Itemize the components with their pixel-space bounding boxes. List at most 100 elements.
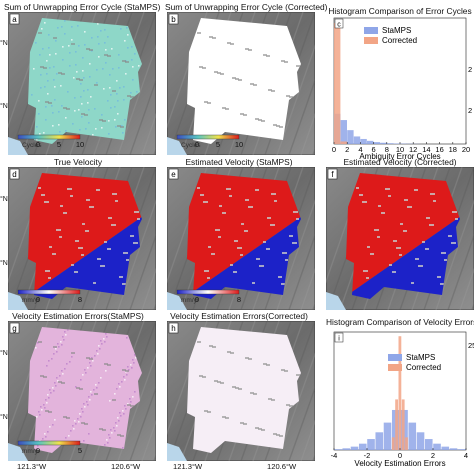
y-tick-label: 25 — [468, 341, 474, 350]
panel-label-b: b — [169, 14, 178, 24]
legend-swatch-corrected — [388, 364, 402, 371]
bar-stamps — [380, 143, 386, 144]
lon-label: 121.3°W — [17, 462, 46, 471]
legend-entry-corrected: Corrected — [406, 363, 441, 372]
svg-text:Cycles: Cycles — [22, 142, 42, 149]
panel-d-title: True Velocity — [4, 157, 152, 167]
legend-swatch-stamps — [364, 27, 378, 34]
panel-label-h: h — [169, 323, 178, 333]
x-tick-label: 0 — [332, 145, 336, 154]
bar-stamps — [417, 432, 425, 450]
bar-corrected — [395, 399, 398, 450]
svg-text:8: 8 — [237, 295, 241, 304]
bar-corrected — [405, 437, 408, 450]
svg-text:c: c — [337, 22, 341, 29]
bar-stamps — [351, 447, 359, 450]
bar-stamps — [458, 449, 466, 450]
bar-stamps — [341, 120, 347, 144]
bar-stamps — [342, 448, 350, 450]
svg-text:Cycles: Cycles — [181, 142, 201, 149]
svg-text:5: 5 — [57, 140, 61, 149]
panel-a-title: Sum of Unwrapping Error Cycle (StaMPS) — [4, 2, 152, 12]
bar-stamps — [387, 143, 393, 144]
bar-stamps — [360, 139, 366, 144]
svg-text:10: 10 — [235, 140, 243, 149]
lon-label: 120.6°W — [111, 462, 140, 471]
legend-entry-stamps: StaMPS — [382, 26, 411, 35]
lat-label-lower: °N — [0, 414, 8, 421]
svg-text:mm/yr: mm/yr — [181, 297, 200, 304]
legend-swatch-corrected — [364, 37, 378, 44]
x-tick-label: 4 — [464, 451, 468, 460]
map-panel-h: h — [167, 321, 315, 461]
panel-label-g: g — [10, 323, 19, 333]
svg-text:8: 8 — [78, 295, 82, 304]
svg-text:b: b — [171, 15, 176, 24]
x-tick-label: 2 — [345, 145, 349, 154]
svg-text:5: 5 — [216, 140, 220, 149]
svg-text:e: e — [171, 170, 176, 179]
bar-stamps — [393, 143, 399, 144]
x-axis-label: Velocity Estimation Errors — [354, 459, 445, 468]
bar-corrected — [341, 141, 347, 144]
lat-label-upper: °N — [0, 350, 8, 357]
y-tick-label: 2 — [468, 106, 472, 115]
panel-e-title: Estimated Velocity (StaMPS) — [165, 157, 313, 167]
bar-stamps — [334, 449, 342, 450]
bar-stamps — [359, 444, 367, 450]
panel-label-a: a — [10, 14, 19, 24]
bar-stamps — [441, 447, 449, 450]
bar-stamps — [367, 141, 373, 144]
bar-stamps — [375, 432, 383, 450]
bar-corrected — [399, 336, 402, 450]
y-tick-label: 2 — [468, 65, 472, 74]
bar-stamps — [425, 439, 433, 450]
panel-label-f: f — [328, 169, 337, 179]
bar-stamps — [450, 448, 458, 450]
lat-label-upper: °N — [0, 40, 8, 47]
svg-text:d: d — [12, 170, 16, 179]
bar-corrected — [334, 23, 340, 144]
bar-corrected — [392, 437, 395, 450]
legend-swatch-stamps — [388, 354, 402, 361]
svg-text:5: 5 — [78, 446, 82, 455]
x-tick-label: 18 — [449, 145, 457, 154]
svg-text:h: h — [171, 324, 175, 333]
legend-entry-corrected: Corrected — [382, 36, 417, 45]
panel-h-title: Velocity Estimation Errors(Corrected) — [165, 311, 313, 321]
bar-corrected — [402, 399, 405, 450]
svg-text:mm/yr: mm/yr — [22, 297, 41, 304]
panel-label-i: i — [335, 333, 343, 343]
lat-label-lower: °N — [0, 260, 8, 267]
panel-label-d: d — [10, 169, 19, 179]
bar-stamps — [374, 142, 380, 144]
map-panel-f: f — [326, 167, 474, 310]
lat-label-upper: °N — [0, 196, 8, 203]
svg-text:mm/yr: mm/yr — [22, 448, 41, 455]
x-tick-label: 20 — [462, 145, 470, 154]
x-tick-label: -4 — [331, 451, 338, 460]
lat-label-lower: °N — [0, 103, 8, 110]
svg-text:a: a — [12, 15, 17, 24]
svg-text:g: g — [12, 324, 16, 333]
x-axis-label: Ambiguity Error Cycles — [359, 152, 440, 161]
legend-entry-stamps: StaMPS — [406, 353, 435, 362]
bar-stamps — [367, 439, 375, 450]
histogram-velocity-errors: -4-202425Velocity Estimation ErrorsStaMP… — [326, 326, 474, 476]
bar-stamps — [347, 130, 353, 144]
bar-stamps — [408, 423, 416, 450]
panel-label-e: e — [169, 169, 178, 179]
lon-label: 120.6°W — [267, 462, 296, 471]
panel-label-c: c — [335, 19, 343, 29]
panel-c-title: Histogram Comparison of Error Cycles — [326, 6, 474, 16]
bar-stamps — [384, 423, 392, 450]
lon-label: 121.3°W — [173, 462, 202, 471]
